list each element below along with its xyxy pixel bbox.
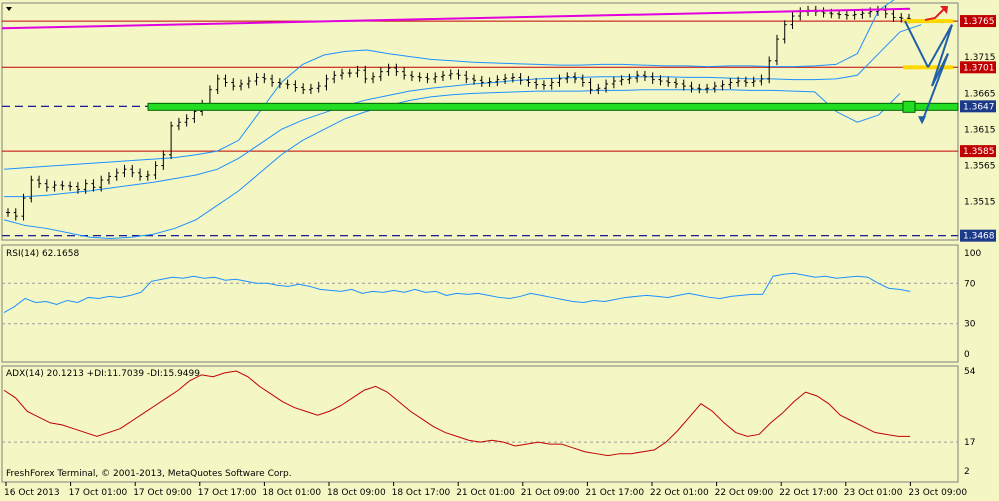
x-axis-label: 22 Oct 09:00 xyxy=(715,488,774,498)
x-axis-label: 18 Oct 09:00 xyxy=(327,488,386,498)
price-label-text: 1.3647 xyxy=(963,102,995,112)
price-bars xyxy=(6,5,911,221)
bollinger-upper-line xyxy=(3,0,895,170)
copyright-text: FreshForex Terminal, © 2001-2013, MetaQu… xyxy=(6,469,292,479)
x-axis-label: 23 Oct 09:00 xyxy=(908,488,967,498)
panel-frames xyxy=(1,2,959,483)
price-label-box xyxy=(960,145,996,158)
x-axis-label: 21 Oct 01:00 xyxy=(456,488,515,498)
adx-tick-label: 54 xyxy=(964,367,976,377)
x-axis-label: 22 Oct 01:00 xyxy=(650,488,709,498)
adx-title: ADX(14) 20.1213 +DI:11.7039 -DI:15.9499 xyxy=(6,369,200,379)
up-arrow-line xyxy=(924,7,946,21)
horizontal-levels xyxy=(2,20,958,237)
price-tick-label: 1.3715 xyxy=(964,53,996,63)
analysis-overlays xyxy=(1,6,959,125)
x-axis-label: 17 Oct 01:00 xyxy=(69,488,128,498)
adx-panel-frame xyxy=(1,365,959,483)
x-axis-label: 18 Oct 01:00 xyxy=(262,488,321,498)
forecast-arrow-head xyxy=(918,116,926,125)
price-tick-label: 1.3515 xyxy=(964,198,996,208)
x-axis-label: 21 Oct 09:00 xyxy=(521,488,580,498)
forecast-arrow-segment xyxy=(921,53,949,123)
rsi-title: RSI(14) 62.1658 xyxy=(6,249,79,259)
price-tick-label: 1.3665 xyxy=(964,89,996,99)
green-marker-box xyxy=(902,100,916,113)
axis-labels: 1.3765 1.3715 1.3665 1.3615 1.3565 1.3515 1.37… xyxy=(4,15,996,498)
adx-line xyxy=(3,370,910,457)
x-axis-label: 21 Oct 17:00 xyxy=(585,488,644,498)
indicator-lines xyxy=(2,272,958,457)
rsi-panel-frame xyxy=(1,244,959,363)
price-label-text: 1.3468 xyxy=(963,232,995,242)
bollinger-lower-line xyxy=(3,89,901,240)
x-axis-label: 17 Oct 17:00 xyxy=(198,488,257,498)
price-label-text: 1.3765 xyxy=(963,17,995,27)
rsi-tick-label: 70 xyxy=(964,279,976,289)
price-label-box xyxy=(960,100,996,113)
price-label-box xyxy=(960,61,996,74)
price-label-text: 1.3585 xyxy=(963,147,995,157)
up-arrow-head xyxy=(940,6,948,14)
adx-tick-label: 2 xyxy=(964,467,970,477)
adx-tick-label: 17 xyxy=(964,438,975,448)
x-axis-label: 17 Oct 09:00 xyxy=(133,488,192,498)
magenta-trendline xyxy=(1,7,911,30)
rsi-tick-label: 30 xyxy=(964,320,976,330)
forecast-arrow-segment xyxy=(931,24,953,87)
x-axis-label: 23 Oct 01:00 xyxy=(844,488,903,498)
bollinger-bands xyxy=(3,0,922,240)
price-label-box xyxy=(960,15,996,28)
price-tick-label: 1.3615 xyxy=(964,125,996,135)
green-support-zone xyxy=(147,102,959,111)
x-axis-label: 22 Oct 17:00 xyxy=(779,488,838,498)
forecast-arrow-segment xyxy=(904,20,929,68)
menu-arrow-icon xyxy=(6,7,12,11)
price-panel-frame xyxy=(1,2,959,241)
x-axis-label: 16 Oct 2013 xyxy=(4,488,60,498)
price-label-text: 1.3701 xyxy=(963,63,995,73)
price-tick-label: 1.3565 xyxy=(964,162,996,172)
rsi-tick-label: 100 xyxy=(964,249,981,259)
forecast-arrow-segment xyxy=(927,24,953,68)
price-label-box xyxy=(960,229,996,242)
yellow-marker-upper xyxy=(903,19,953,24)
x-axis-label: 18 Oct 17:00 xyxy=(392,488,451,498)
rsi-tick-label: 0 xyxy=(964,350,970,360)
rsi-line xyxy=(3,272,911,314)
